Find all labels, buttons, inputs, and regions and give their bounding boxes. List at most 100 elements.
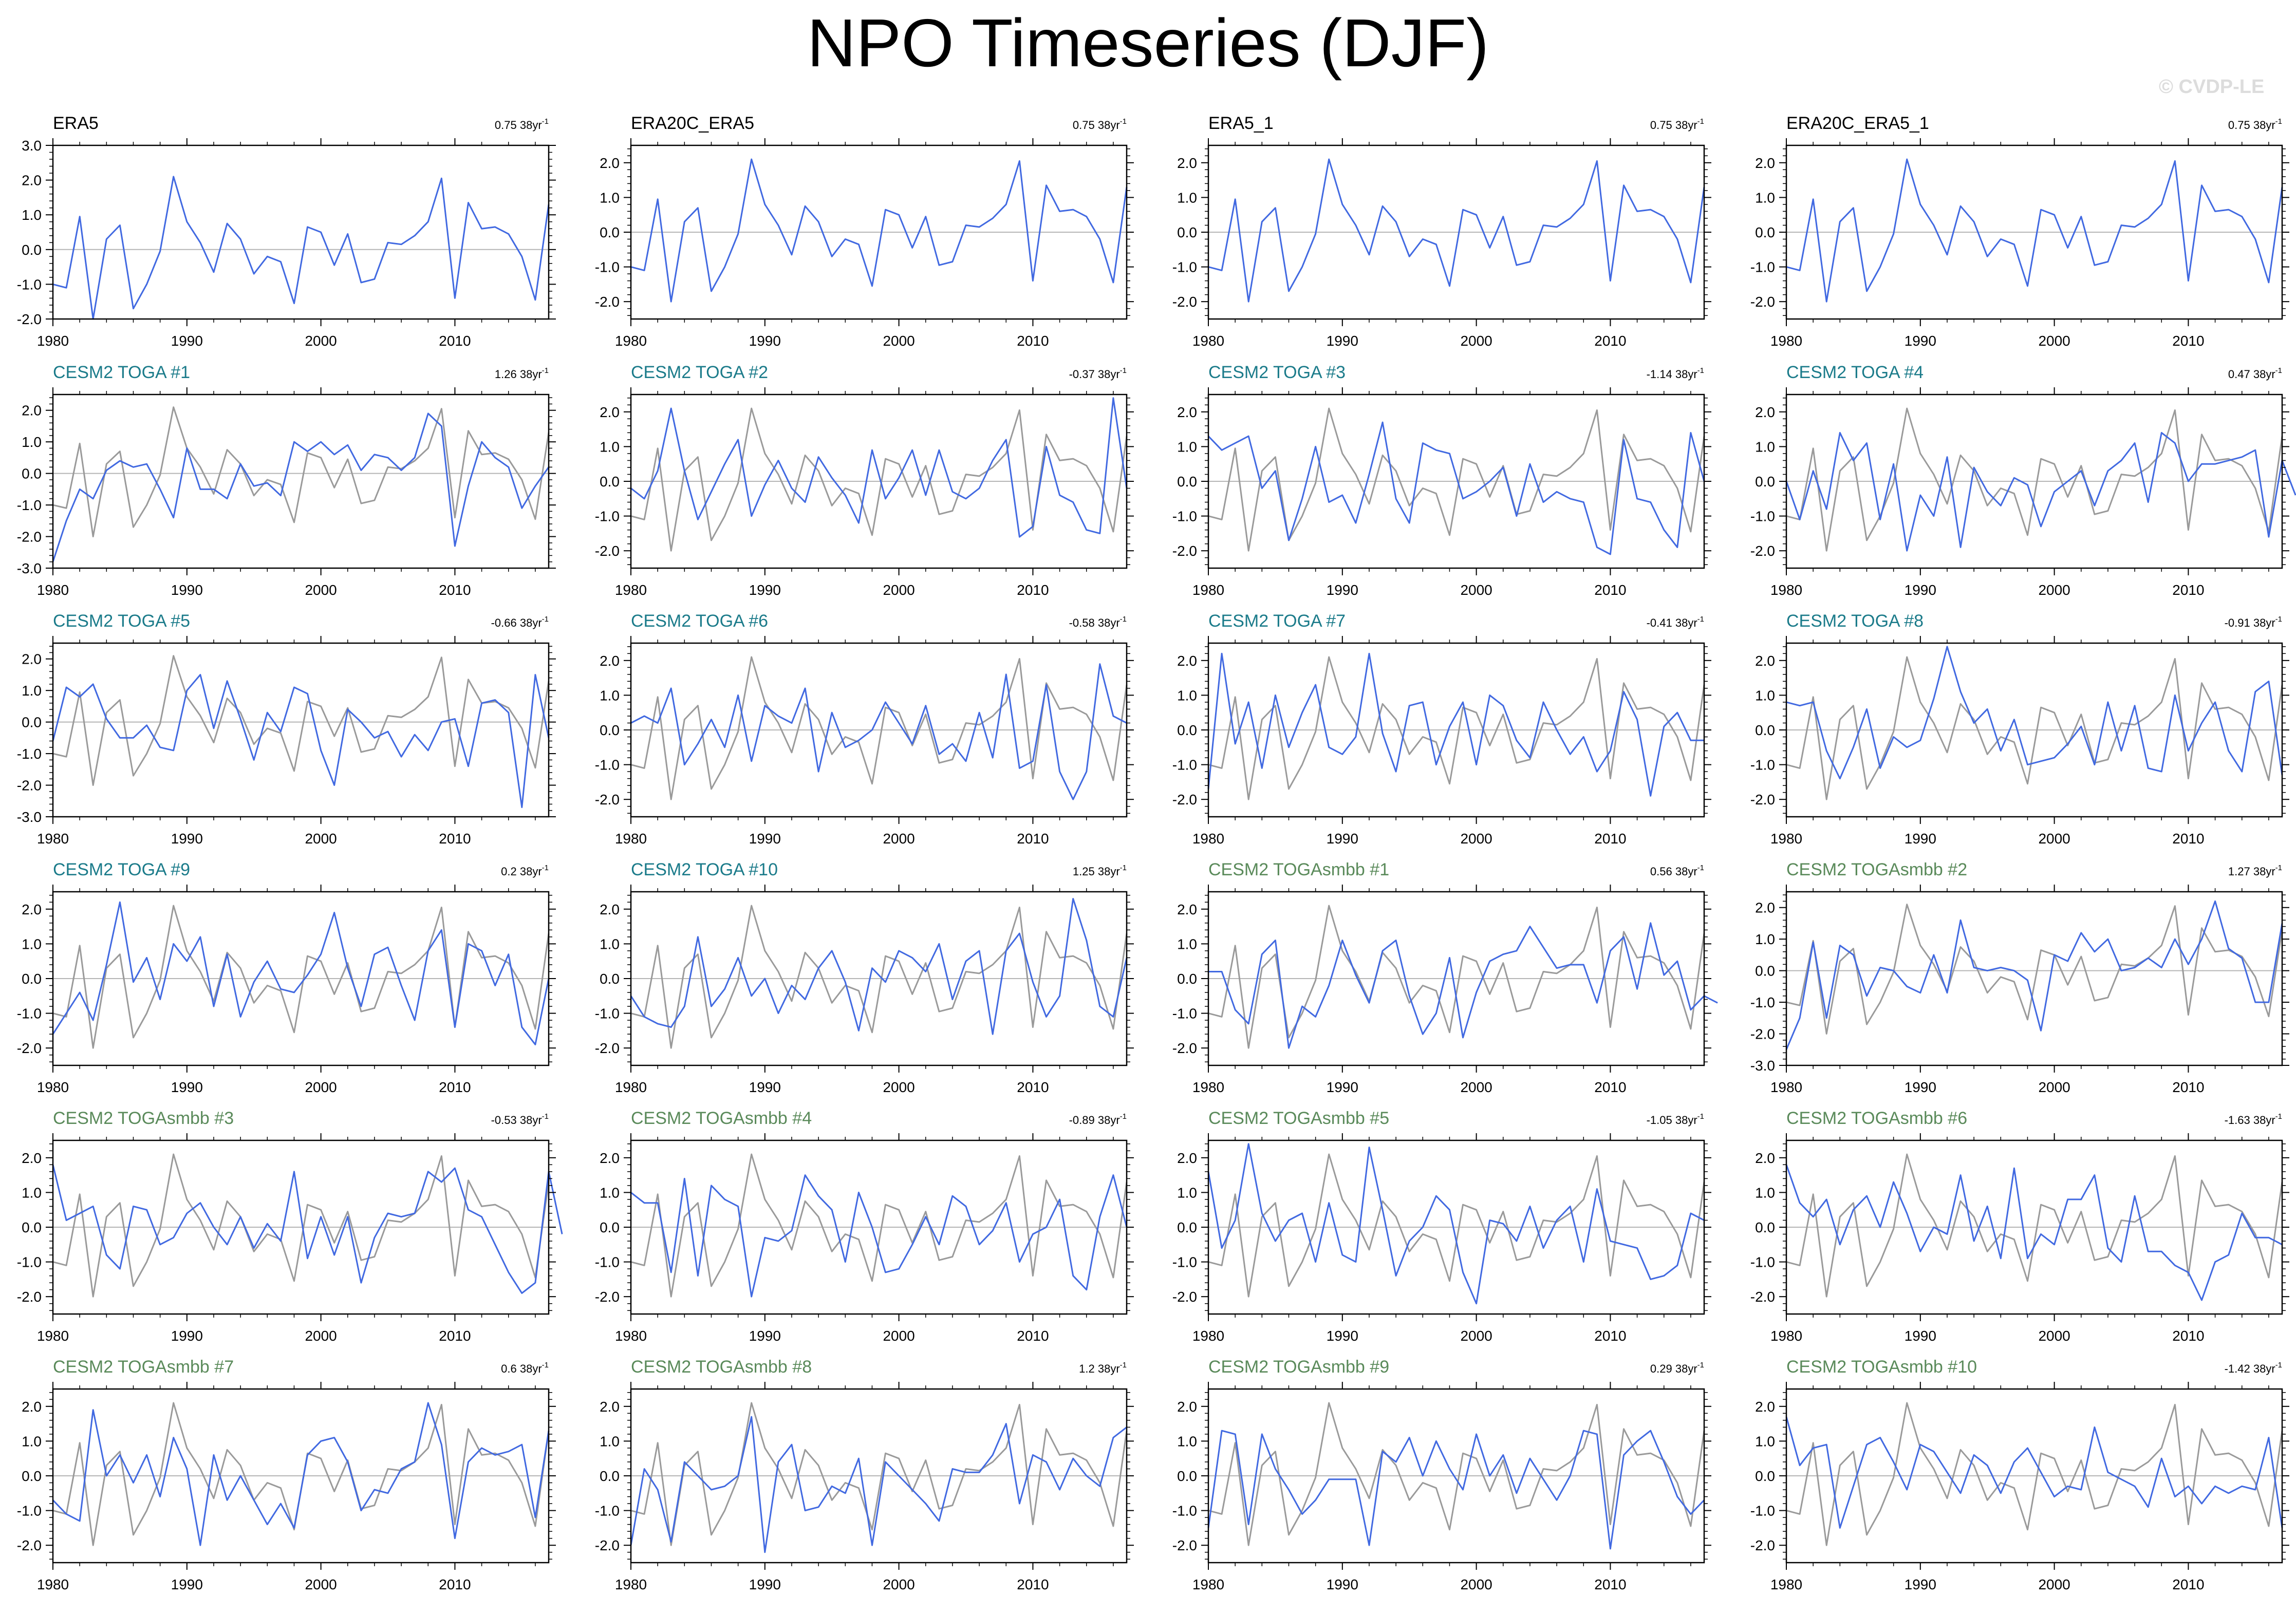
panel-title: CESM2 TOGAsmbb #1 — [1208, 860, 1389, 879]
x-tick-label: 1980 — [615, 1079, 647, 1095]
panel-15: 2.0 1.0 0.0 -1.0 -2.0 1980 1990 2000 2010 CESM2 T… — [1172, 860, 1718, 1095]
panel-5: 2.0 1.0 0.0 -1.0 -2.0 -3.0 1980 1990 2000 2010 CES… — [17, 363, 556, 598]
trend-label: 0.47 38yr-1 — [2228, 366, 2282, 381]
y-tick-label: -1.0 — [1172, 1254, 1197, 1270]
y-tick-label: 1.0 — [600, 1185, 620, 1200]
y-tick-label: 2.0 — [1177, 902, 1197, 917]
x-tick-label: 2010 — [2172, 1079, 2204, 1095]
y-tick-label: -2.0 — [17, 1537, 42, 1553]
x-tick-label: 1990 — [1905, 831, 1936, 847]
x-tick-label: 2010 — [2172, 1328, 2204, 1344]
y-tick-label: 1.0 — [1177, 439, 1197, 455]
watermark: © CVDP-LE — [2159, 76, 2265, 98]
x-tick-label: 2000 — [1460, 831, 1492, 847]
y-tick-label: -1.0 — [1172, 757, 1197, 773]
y-tick-label: -2.0 — [595, 792, 620, 808]
y-tick-label: -1.0 — [595, 509, 620, 524]
y-tick-label: 2.0 — [1755, 155, 1775, 171]
trend-label: 0.29 38yr-1 — [1650, 1361, 1704, 1375]
x-tick-label: 2000 — [883, 582, 914, 598]
x-tick-label: 1980 — [37, 1079, 69, 1095]
y-tick-label: -1.0 — [595, 1503, 620, 1519]
y-tick-label: 2.0 — [22, 403, 42, 419]
x-tick-label: 1990 — [171, 333, 203, 349]
x-tick-label: 2000 — [883, 333, 914, 349]
y-tick-label: -1.0 — [595, 259, 620, 275]
x-tick-label: 2010 — [1594, 582, 1626, 598]
x-tick-label: 2000 — [305, 1079, 337, 1095]
y-tick-label: -3.0 — [17, 809, 42, 825]
trend-label: 0.56 38yr-1 — [1650, 864, 1704, 878]
y-tick-label: -2.0 — [595, 1537, 620, 1553]
y-tick-label: -1.0 — [17, 1254, 42, 1270]
y-tick-label: 1.0 — [1755, 439, 1775, 455]
series-line-observed — [52, 1402, 550, 1546]
x-tick-label: 1980 — [615, 1577, 647, 1592]
x-tick-label: 2010 — [439, 1079, 471, 1095]
y-tick-label: 0.0 — [22, 1219, 42, 1235]
x-tick-label: 2010 — [1594, 1328, 1626, 1344]
y-tick-label: 2.0 — [22, 902, 42, 917]
x-tick-label: 2010 — [1017, 831, 1049, 847]
x-tick-label: 2000 — [1460, 1577, 1492, 1592]
y-tick-label: 1.0 — [600, 1433, 620, 1449]
y-tick-label: 2.0 — [1755, 900, 1775, 916]
panel-title: CESM2 TOGA #3 — [1208, 363, 1346, 382]
y-tick-label: 2.0 — [22, 651, 42, 667]
series-line-observed — [630, 1153, 1128, 1298]
y-tick-label: 0.0 — [1755, 474, 1775, 490]
x-tick-label: 2010 — [1017, 333, 1049, 349]
panel-11: 2.0 1.0 0.0 -1.0 -2.0 1980 1990 2000 2010 CESM2 T… — [1172, 611, 1711, 847]
series-line-model — [1207, 652, 1704, 797]
trend-label: -0.66 38yr-1 — [491, 615, 549, 629]
trend-label: -1.42 38yr-1 — [2225, 1361, 2282, 1375]
x-tick-label: 1990 — [1327, 1328, 1358, 1344]
x-tick-label: 2000 — [883, 1328, 914, 1344]
x-tick-label: 1990 — [1905, 582, 1936, 598]
y-tick-label: 0.0 — [1177, 474, 1197, 490]
x-tick-label: 1990 — [171, 582, 203, 598]
y-tick-label: 0.0 — [1755, 722, 1775, 738]
x-tick-label: 1980 — [615, 582, 647, 598]
x-tick-label: 2000 — [2038, 1079, 2070, 1095]
y-tick-label: -2.0 — [1750, 1537, 1775, 1553]
panel-23: 2.0 1.0 0.0 -1.0 -2.0 1980 1990 2000 2010 CESM2 T… — [1172, 1357, 1711, 1592]
x-tick-label: 1990 — [171, 1079, 203, 1095]
trend-label: 1.27 38yr-1 — [2228, 864, 2282, 878]
panel-title: CESM2 TOGAsmbb #10 — [1786, 1357, 1977, 1377]
x-tick-label: 1990 — [1327, 1079, 1358, 1095]
y-tick-label: -2.0 — [1172, 1537, 1197, 1553]
x-tick-label: 2000 — [2038, 1328, 2070, 1344]
y-tick-label: 0.0 — [22, 242, 42, 258]
y-tick-label: -2.0 — [1172, 294, 1197, 310]
y-tick-label: -1.0 — [595, 1006, 620, 1022]
x-tick-label: 2000 — [883, 1577, 914, 1592]
x-tick-label: 1980 — [1192, 333, 1224, 349]
y-tick-label: -2.0 — [17, 1040, 42, 1056]
y-tick-label: -1.0 — [1750, 1254, 1775, 1270]
x-tick-label: 1990 — [749, 333, 781, 349]
y-tick-label: -2.0 — [1750, 1289, 1775, 1305]
panel-6: 2.0 1.0 0.0 -1.0 -2.0 1980 1990 2000 2010 CESM2 T… — [595, 363, 1134, 598]
x-tick-label: 1980 — [37, 582, 69, 598]
y-tick-label: -3.0 — [17, 560, 42, 576]
x-tick-label: 2000 — [2038, 582, 2070, 598]
panel-title: CESM2 TOGAsmbb #2 — [1786, 860, 1967, 879]
x-tick-label: 2000 — [2038, 333, 2070, 349]
x-tick-label: 1980 — [615, 333, 647, 349]
panel-9: 2.0 1.0 0.0 -1.0 -2.0 -3.0 1980 1990 2000 2010 CES… — [17, 611, 556, 847]
x-tick-label: 2010 — [1594, 1577, 1626, 1592]
y-tick-label: 1.0 — [1755, 1185, 1775, 1200]
x-tick-label: 2000 — [883, 831, 914, 847]
panel-title: CESM2 TOGA #7 — [1208, 611, 1346, 631]
trend-label: -0.58 38yr-1 — [1069, 615, 1127, 629]
y-tick-label: -2.0 — [1750, 543, 1775, 559]
y-tick-label: 2.0 — [1755, 1150, 1775, 1166]
y-tick-label: 2.0 — [1755, 1399, 1775, 1415]
series-line-model — [630, 898, 1128, 1035]
trend-label: -0.41 38yr-1 — [1647, 615, 1704, 629]
y-tick-label: -1.0 — [1750, 757, 1775, 773]
y-tick-label: 0.0 — [1755, 224, 1775, 240]
y-tick-label: 1.0 — [1755, 190, 1775, 205]
trend-label: -0.53 38yr-1 — [491, 1112, 549, 1127]
